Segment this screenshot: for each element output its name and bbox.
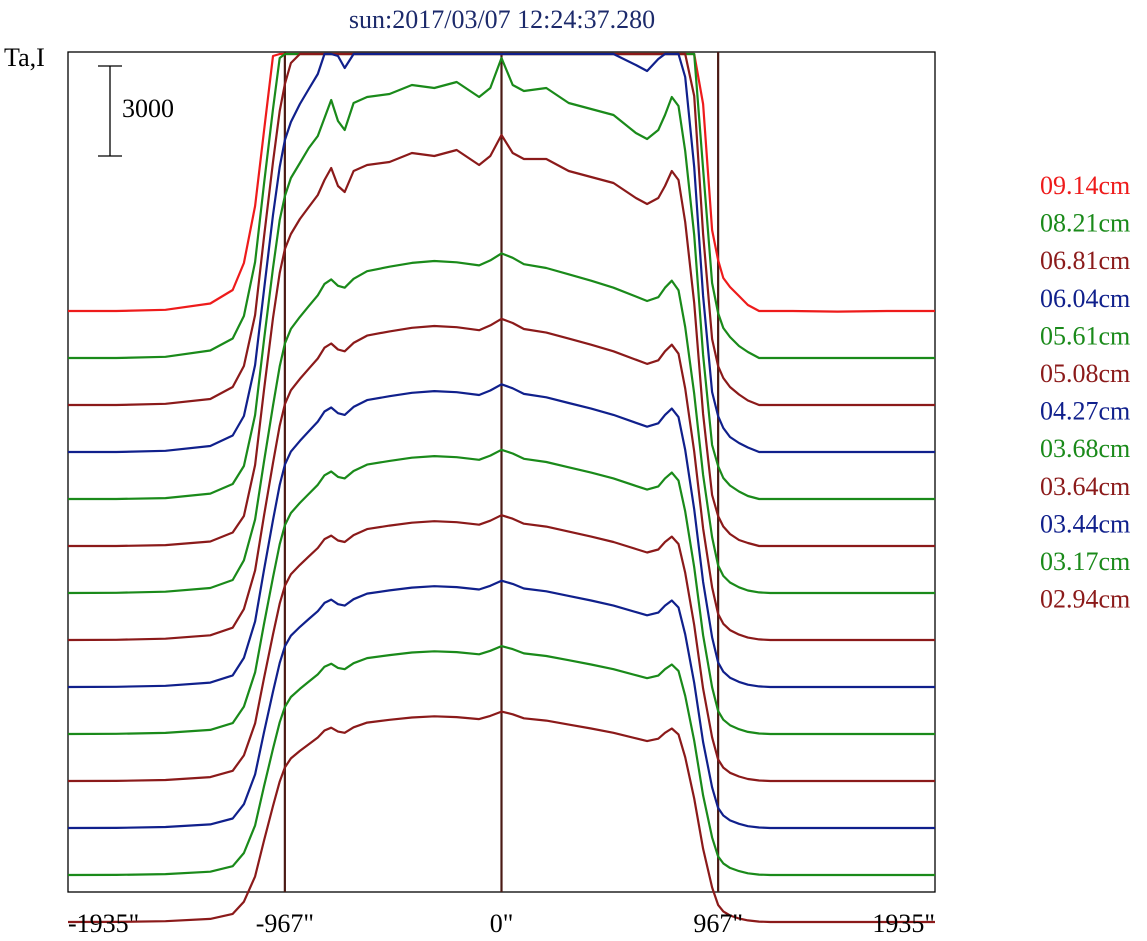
series-trace-3: [68, 52, 935, 454]
chart-title: sun:2017/03/07 12:24:37.280: [349, 5, 655, 34]
legend-entry-2: 06.81cm: [1040, 246, 1130, 275]
x-tick-label-4: 1935": [872, 909, 935, 938]
legend-entry-4: 05.61cm: [1040, 321, 1130, 350]
series-trace-4: [68, 56, 935, 501]
series-trace-13: [67, 710, 935, 924]
legend-entry-1: 08.21cm: [1040, 209, 1130, 238]
series-trace-5: [68, 133, 935, 548]
legend-entry-8: 03.64cm: [1040, 472, 1130, 501]
legend-entry-11: 02.94cm: [1040, 585, 1130, 614]
series-trace-7: [67, 317, 935, 642]
legend-entry-7: 03.68cm: [1040, 434, 1130, 463]
x-tick-label-0: -1935": [68, 909, 139, 938]
scale-bar-label: 3000: [122, 94, 174, 123]
series-trace-6: [67, 252, 935, 595]
series-trace-11: [67, 579, 935, 830]
x-tick-label-2: 0": [490, 909, 514, 938]
series-trace-8: [67, 383, 935, 689]
legend-entry-9: 03.44cm: [1040, 509, 1130, 538]
series-trace-9: [67, 448, 935, 736]
legend-entry-3: 06.04cm: [1040, 284, 1130, 313]
legend-entry-5: 05.08cm: [1040, 359, 1130, 388]
scale-bar: 3000: [98, 65, 174, 157]
x-tick-label-1: -967": [256, 909, 314, 938]
series-trace-12: [67, 644, 935, 877]
x-tick-label-3: 967": [693, 909, 743, 938]
y-axis-label: Ta,I: [4, 43, 45, 72]
legend-entry-10: 03.17cm: [1040, 547, 1130, 576]
series-trace-10: [67, 514, 935, 783]
legend-entry-6: 04.27cm: [1040, 397, 1130, 426]
legend-entry-0: 09.14cm: [1040, 171, 1130, 200]
